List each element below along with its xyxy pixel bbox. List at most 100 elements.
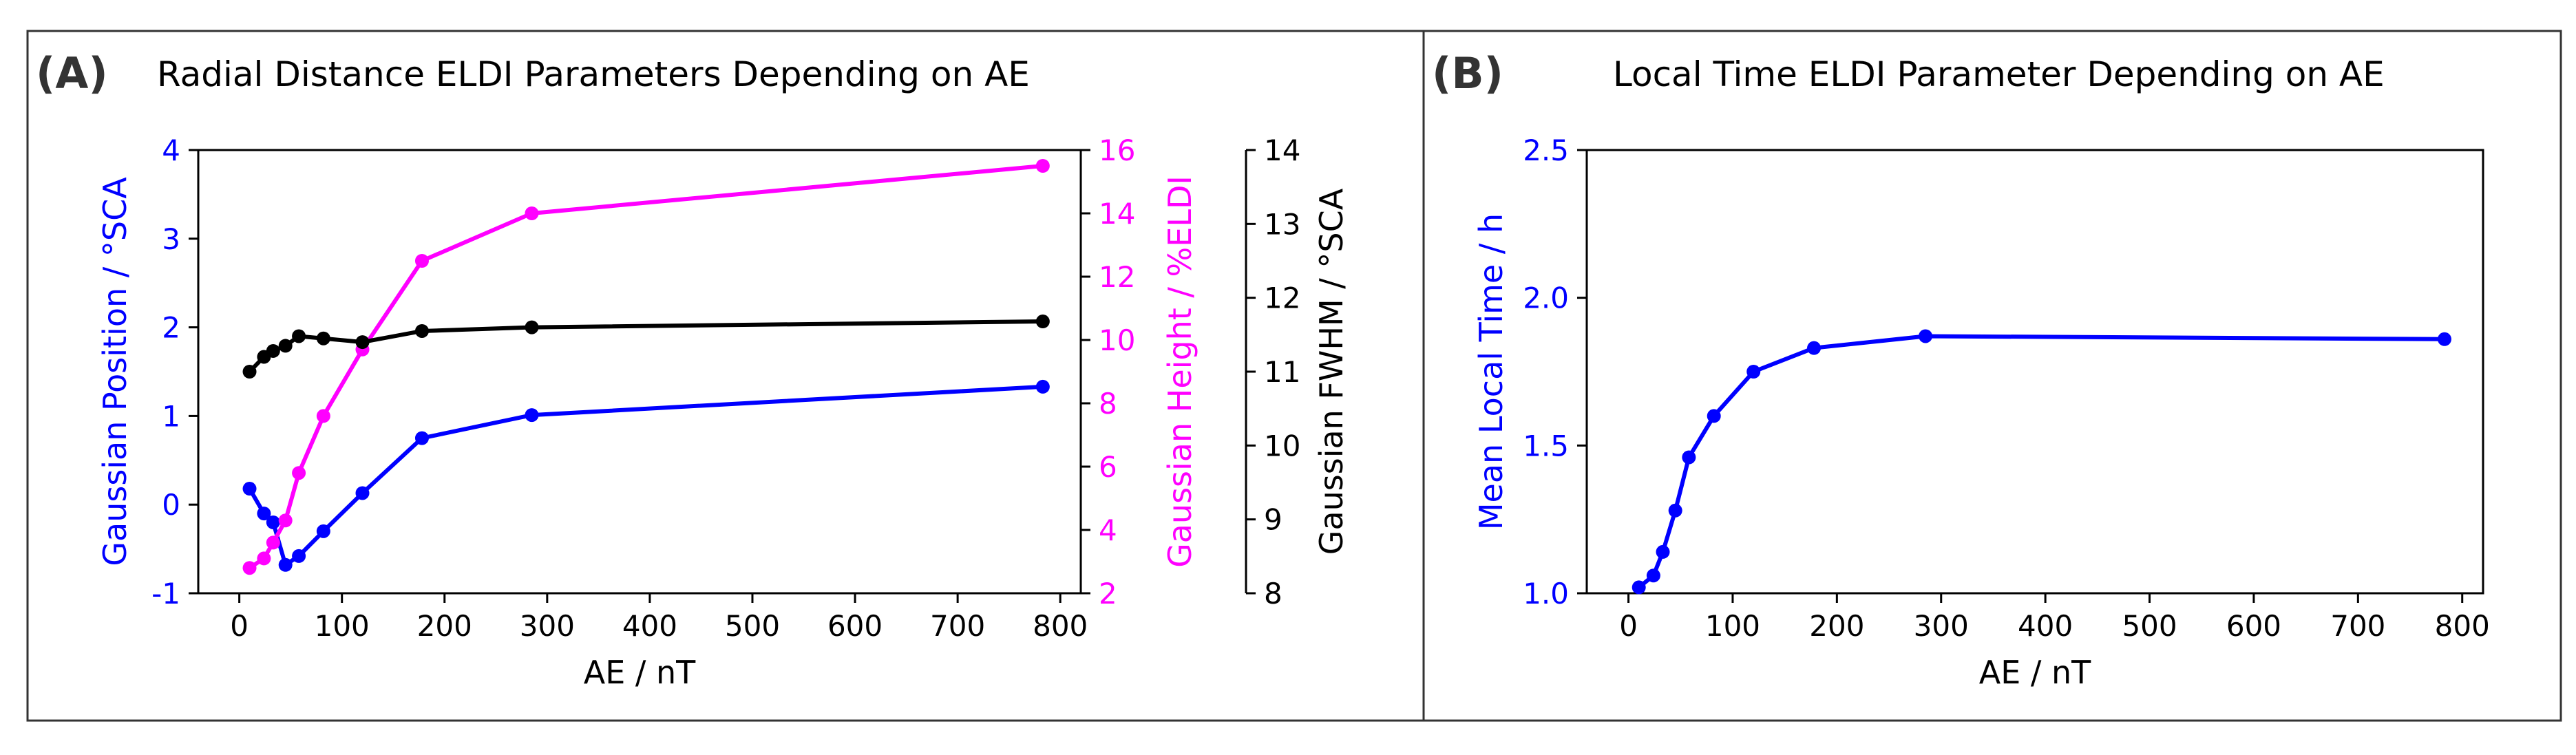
data-point <box>266 515 280 529</box>
x-tick-label: 400 <box>2018 609 2073 643</box>
data-point <box>1656 544 1670 559</box>
data-point <box>257 551 271 566</box>
x-tick-label: 0 <box>1619 609 1638 643</box>
y-tick-label: 16 <box>1099 134 1135 167</box>
y-tick-label: 14 <box>1099 197 1135 231</box>
data-point <box>525 320 539 334</box>
panel-a-y-label-right1: Gaussian Height / %ELDI <box>1161 176 1199 568</box>
panel-a-plot-frame <box>197 149 1082 595</box>
panel-a-y-label-left: Gaussian Position / °SCA <box>96 177 134 566</box>
data-point <box>278 513 293 528</box>
x-tick-label: 300 <box>1914 609 1969 643</box>
data-point <box>414 254 429 268</box>
x-tick-label: 100 <box>315 609 370 643</box>
y-tick-label: 2.5 <box>1523 134 1569 167</box>
data-point <box>1646 568 1660 583</box>
y-tick-label: 14 <box>1264 134 1300 167</box>
data-point <box>292 329 306 343</box>
y-tick-label: 1.0 <box>1523 577 1569 610</box>
panel-b-y-label-left: Mean Local Time / h <box>1472 213 1510 530</box>
data-point <box>1632 580 1646 595</box>
data-point <box>355 486 370 500</box>
panel-a: (A) Radial Distance ELDI Parameters Depe… <box>26 30 1425 722</box>
y-tick-label: 9 <box>1264 503 1282 537</box>
data-point <box>242 482 257 496</box>
data-point <box>257 507 271 521</box>
data-point <box>1919 329 1933 343</box>
x-tick-label: 800 <box>2435 609 2490 643</box>
data-point <box>242 561 257 575</box>
panel-b-frame <box>1422 30 2562 722</box>
data-point <box>266 535 280 550</box>
data-point <box>316 409 330 423</box>
y-tick-label: 1.5 <box>1523 429 1569 462</box>
data-point <box>278 339 293 353</box>
y-tick-label: 2.0 <box>1523 281 1569 315</box>
y-tick-label: 3 <box>162 222 180 256</box>
y-tick-label: 0 <box>162 488 180 522</box>
data-point <box>1035 315 1050 329</box>
data-point <box>316 524 330 538</box>
y-tick-label: 10 <box>1099 323 1135 357</box>
panel-a-title: Radial Distance ELDI Parameters Dependin… <box>157 54 1030 94</box>
data-point <box>1707 409 1721 423</box>
data-point <box>1807 341 1822 355</box>
data-point <box>414 431 429 445</box>
y-tick-label: 10 <box>1264 429 1300 462</box>
panel-a-y-ticks-right1: 2 4 6 8 10 12 14 16 <box>1081 134 1135 610</box>
panel-b-plot-frame <box>1585 149 2484 595</box>
y-tick-label: 8 <box>1099 387 1117 421</box>
x-tick-label: 600 <box>827 609 883 643</box>
data-point <box>1682 450 1696 465</box>
data-point <box>2437 332 2451 346</box>
y-tick-label: 12 <box>1264 281 1300 315</box>
series-line-gaussian-height <box>248 164 1044 570</box>
y-tick-label: 13 <box>1264 207 1300 241</box>
x-tick-label: 300 <box>520 609 575 643</box>
panel-a-x-ticks: 0 100 200 300 400 500 600 700 800 <box>230 593 1088 643</box>
y-tick-label: -1 <box>151 577 180 610</box>
y-tick-label: 12 <box>1099 260 1135 294</box>
data-point <box>266 343 280 358</box>
panel-a-y-label-right2: Gaussian FWHM / °SCA <box>1313 188 1350 555</box>
x-tick-label: 100 <box>1705 609 1760 643</box>
y-tick-label: 2 <box>162 311 180 345</box>
y-tick-label: 4 <box>1099 513 1117 547</box>
data-point <box>316 331 330 345</box>
x-tick-label: 800 <box>1033 609 1088 643</box>
panel-b-y-ticks-left: 1.0 1.5 2.0 2.5 <box>1523 134 1587 610</box>
data-point <box>525 206 539 220</box>
x-tick-label: 500 <box>2122 609 2177 643</box>
x-tick-label: 700 <box>930 609 985 643</box>
y-tick-label: 6 <box>1099 450 1117 484</box>
x-tick-label: 700 <box>2330 609 2385 643</box>
data-point <box>525 408 539 423</box>
panel-a-y-ticks-right2: 8 9 10 11 12 13 14 <box>1246 134 1300 610</box>
y-tick-label: 11 <box>1264 355 1300 389</box>
y-tick-label: 8 <box>1264 577 1282 610</box>
panel-a-series <box>242 159 1050 575</box>
panel-a-label: (A) <box>36 48 108 98</box>
x-tick-label: 200 <box>1809 609 1864 643</box>
data-point <box>1668 503 1682 518</box>
y-tick-label: 2 <box>1099 577 1117 610</box>
panel-b-title: Local Time ELDI Parameter Depending on A… <box>1613 54 2385 94</box>
data-point <box>1746 365 1761 379</box>
x-tick-label: 400 <box>622 609 677 643</box>
x-tick-label: 500 <box>725 609 780 643</box>
x-tick-label: 600 <box>2226 609 2281 643</box>
panel-b-label: (B) <box>1432 48 1503 98</box>
panel-b-series <box>1632 329 2451 595</box>
panel-a-x-label: AE / nT <box>584 654 696 691</box>
panel-b-x-ticks: 0 100 200 300 400 500 600 700 800 <box>1619 593 2490 643</box>
data-point <box>292 549 306 563</box>
panel-b: (B) Local Time ELDI Parameter Depending … <box>1422 30 2562 722</box>
panel-b-x-label: AE / nT <box>1979 654 2091 691</box>
x-tick-label: 0 <box>230 609 249 643</box>
data-point <box>414 323 429 338</box>
data-point <box>278 557 293 572</box>
data-point <box>1035 379 1050 394</box>
series-line-mean-local-time <box>1637 334 2445 589</box>
x-tick-label: 200 <box>417 609 472 643</box>
